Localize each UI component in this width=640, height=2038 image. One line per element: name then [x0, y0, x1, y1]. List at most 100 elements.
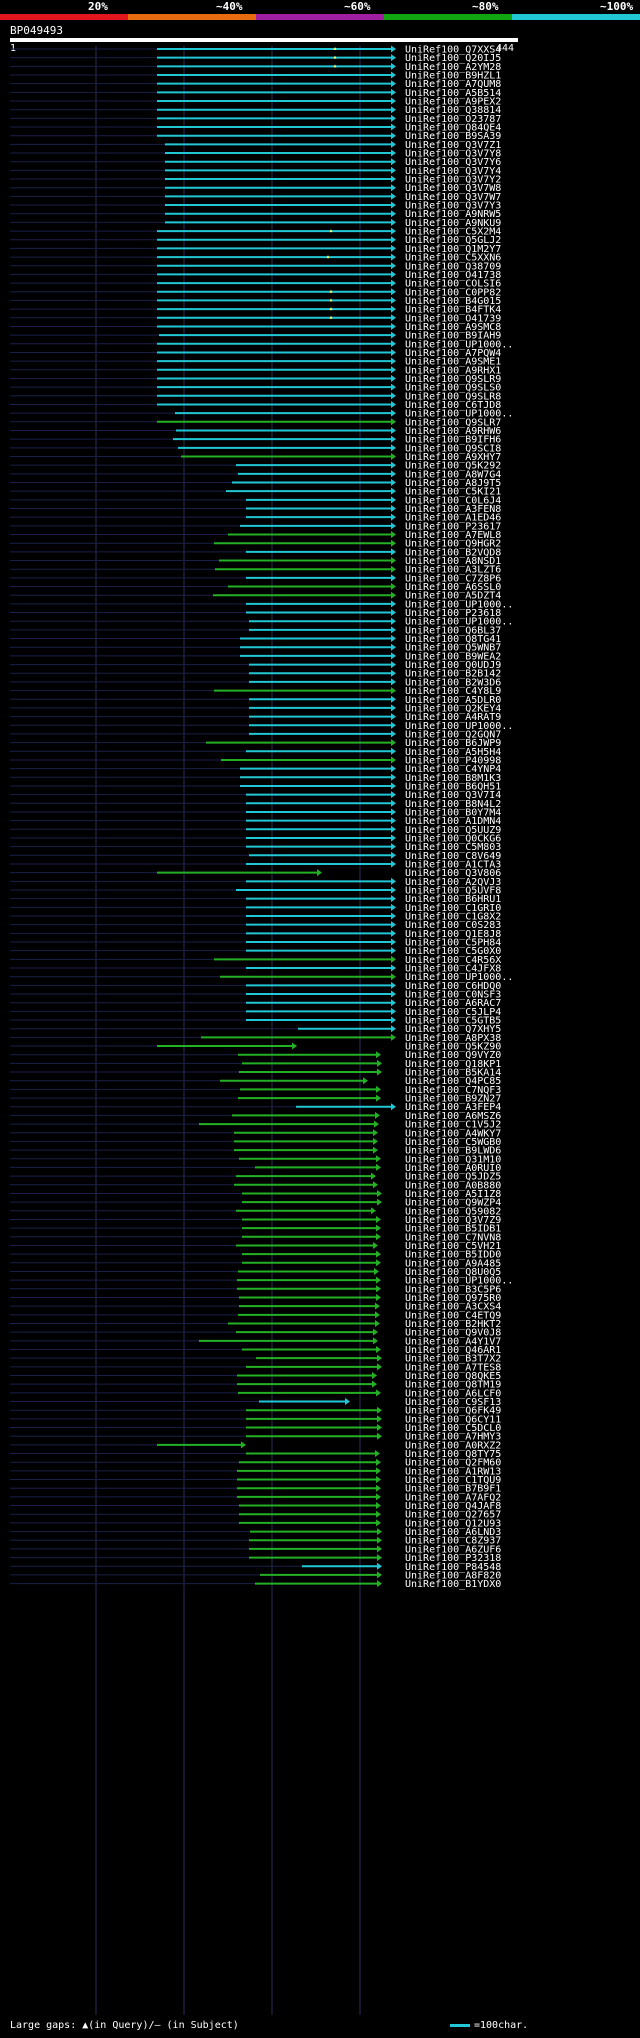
hit-label[interactable]: UniRef100_A1ED46: [405, 513, 501, 524]
hit-row[interactable]: UniRef100_P23617: [10, 521, 501, 532]
hit-label[interactable]: UniRef100_Q0UDJ9: [405, 660, 501, 671]
hit-row[interactable]: UniRef100_Q2FM60: [10, 1458, 501, 1469]
hit-row[interactable]: UniRef100_B9IAH9: [10, 331, 501, 342]
hit-row[interactable]: UniRef100_B2B142: [10, 669, 501, 680]
hit-row[interactable]: UniRef100_A7HMY3: [10, 1432, 501, 1443]
hit-label[interactable]: UniRef100_O41739: [405, 313, 501, 324]
hit-label[interactable]: UniRef100_P23617: [405, 521, 501, 532]
hit-row[interactable]: UniRef100_C4YNP4: [10, 764, 501, 775]
hit-row[interactable]: UniRef100_C5GTB5: [10, 1016, 501, 1027]
hit-label[interactable]: UniRef100_C6HDQ0: [405, 981, 501, 992]
hit-label[interactable]: UniRef100_Q9VYZ0: [405, 1050, 501, 1061]
hit-row[interactable]: UniRef100_A9RHW6: [10, 426, 501, 437]
hit-row[interactable]: UniRef100_Q1M2Y7: [10, 244, 501, 255]
hit-label[interactable]: UniRef100_Q31M10: [405, 1154, 501, 1165]
hit-label[interactable]: UniRef100_C1V5J2: [405, 1120, 501, 1131]
hit-row[interactable]: UniRef100_P40998: [10, 755, 501, 766]
hit-row[interactable]: UniRef100_A9SMC8: [10, 322, 501, 333]
hit-label[interactable]: UniRef100_B8N4L2: [405, 799, 501, 810]
hit-row[interactable]: UniRef100_C5M803: [10, 842, 501, 853]
hit-label[interactable]: UniRef100_UP1000..: [405, 599, 513, 610]
hit-row[interactable]: UniRef100_UP1000..: [10, 721, 513, 732]
hit-row[interactable]: UniRef100_C4JFX8: [10, 964, 501, 975]
hit-row[interactable]: UniRef100_Q27657: [10, 1510, 501, 1521]
hit-label[interactable]: UniRef100_A9SMC8: [405, 322, 501, 333]
hit-row[interactable]: UniRef100_A5H5H4: [10, 747, 501, 758]
hit-label[interactable]: UniRef100_A1RW13: [405, 1466, 501, 1477]
hit-label[interactable]: UniRef100_A5DLR0: [405, 695, 501, 706]
hit-row[interactable]: UniRef100_C5KI21: [10, 487, 501, 498]
hit-row[interactable]: UniRef100_Q9WZP4: [10, 1198, 501, 1209]
hit-label[interactable]: UniRef100_B5IDD0: [405, 1250, 501, 1261]
hit-row[interactable]: UniRef100_Q9SLR9: [10, 374, 501, 385]
hit-label[interactable]: UniRef100_B6QH51: [405, 781, 501, 792]
hit-label[interactable]: UniRef100_C4YNP4: [405, 764, 501, 775]
hit-row[interactable]: UniRef100_UP1000..: [10, 339, 513, 350]
hit-row[interactable]: UniRef100_Q9SCI8: [10, 443, 501, 454]
hit-label[interactable]: UniRef100_Q8TM19: [405, 1380, 501, 1391]
hit-row[interactable]: UniRef100_Q5UVF8: [10, 885, 501, 896]
hit-label[interactable]: UniRef100_A5I1Z8: [405, 1189, 501, 1200]
hit-label[interactable]: UniRef100_UP1000..: [405, 409, 513, 420]
hit-row[interactable]: UniRef100_Q5JDZ5: [10, 1172, 501, 1183]
hit-label[interactable]: UniRef100_Q975R0: [405, 1293, 501, 1304]
hit-label[interactable]: UniRef100_A3FEP4: [405, 1102, 501, 1113]
hit-row[interactable]: UniRef100_A8J9T5: [10, 478, 501, 489]
hit-label[interactable]: UniRef100_UP1000..: [405, 1276, 513, 1287]
hit-label[interactable]: UniRef100_A6RAC7: [405, 998, 501, 1009]
hit-label[interactable]: UniRef100_Q2KEY4: [405, 703, 501, 714]
hit-label[interactable]: UniRef100_Q20IJ5: [405, 53, 501, 64]
hit-label[interactable]: UniRef100_P84548: [405, 1562, 501, 1573]
hit-label[interactable]: UniRef100_Q3V7Z9: [405, 1215, 501, 1226]
hit-label[interactable]: UniRef100_Q3V7Y3: [405, 201, 501, 212]
hit-row[interactable]: UniRef100_Q38709: [10, 261, 501, 272]
hit-row[interactable]: UniRef100_C0L6J4: [10, 495, 501, 506]
hit-row[interactable]: UniRef100_C5VH21: [10, 1241, 501, 1252]
hit-label[interactable]: UniRef100_C6TJD8: [405, 400, 501, 411]
hit-row[interactable]: UniRef100_Q12U93: [10, 1518, 501, 1529]
hit-row[interactable]: UniRef100_UP1000..: [10, 1276, 513, 1287]
hit-label[interactable]: UniRef100_B3C5P6: [405, 1284, 501, 1295]
hit-label[interactable]: UniRef100_B6HRU1: [405, 894, 501, 905]
hit-row[interactable]: UniRef100_Q6FK49: [10, 1406, 501, 1417]
hit-label[interactable]: UniRef100_Q1E8J8: [405, 929, 501, 940]
hit-row[interactable]: UniRef100_A8NSD1: [10, 556, 501, 567]
hit-label[interactable]: UniRef100_B3T7X2: [405, 1354, 501, 1365]
hit-label[interactable]: UniRef100_B9HZL1: [405, 71, 501, 82]
hit-row[interactable]: UniRef100_Q4JAF8: [10, 1501, 501, 1512]
hit-label[interactable]: UniRef100_A2YM28: [405, 62, 501, 73]
hit-label[interactable]: UniRef100_A6SSL0: [405, 582, 501, 593]
hit-row[interactable]: UniRef100_A6RAC7: [10, 998, 501, 1009]
hit-label[interactable]: UniRef100_A7AFQ2: [405, 1492, 501, 1503]
hit-label[interactable]: UniRef100_C5M803: [405, 842, 501, 853]
hit-row[interactable]: UniRef100_O23787: [10, 114, 501, 125]
hit-label[interactable]: UniRef100_B5KA14: [405, 1068, 501, 1079]
hit-label[interactable]: UniRef100_A8PX38: [405, 1033, 501, 1044]
hit-row[interactable]: UniRef100_A9NRW5: [10, 209, 501, 220]
hit-label[interactable]: UniRef100_Q46AR1: [405, 1345, 501, 1356]
hit-row[interactable]: UniRef100_Q0CKG6: [10, 833, 501, 844]
hit-row[interactable]: UniRef100_A3FEP4: [10, 1102, 501, 1113]
hit-label[interactable]: UniRef100_Q3V7Z1: [405, 140, 501, 151]
hit-label[interactable]: UniRef100_Q3V7Y2: [405, 175, 501, 186]
hit-label[interactable]: UniRef100_C5PH84: [405, 938, 501, 949]
hit-label[interactable]: UniRef100_Q3V7W7: [405, 192, 501, 203]
hit-label[interactable]: UniRef100_P32318: [405, 1553, 501, 1564]
hit-label[interactable]: UniRef100_B2VQD8: [405, 547, 501, 558]
hit-label[interactable]: UniRef100_A9XHY7: [405, 452, 501, 463]
hit-label[interactable]: UniRef100_Q5KZ90: [405, 1042, 501, 1053]
hit-row[interactable]: UniRef100_C6TJD8: [10, 400, 501, 411]
hit-label[interactable]: UniRef100_A9NRW5: [405, 209, 501, 220]
hit-label[interactable]: UniRef100_B4G015: [405, 296, 501, 307]
hit-label[interactable]: UniRef100_B5IDB1: [405, 1224, 501, 1235]
hit-row[interactable]: UniRef100_Q9VYZ0: [10, 1050, 501, 1061]
hit-row[interactable]: UniRef100_A9A485: [10, 1258, 501, 1269]
hit-label[interactable]: UniRef100_P40998: [405, 755, 501, 766]
hit-row[interactable]: UniRef100_C7NQF3: [10, 1085, 501, 1096]
hit-row[interactable]: UniRef100_C7NVN8: [10, 1232, 501, 1243]
hit-label[interactable]: UniRef100_A7EWL8: [405, 530, 501, 541]
hit-row[interactable]: UniRef100_C5X2M4: [10, 227, 501, 238]
hit-row[interactable]: UniRef100_A7EWL8: [10, 530, 501, 541]
hit-label[interactable]: UniRef100_C5JLP4: [405, 1007, 501, 1018]
hit-label[interactable]: UniRef100_C5XXN6: [405, 253, 501, 264]
